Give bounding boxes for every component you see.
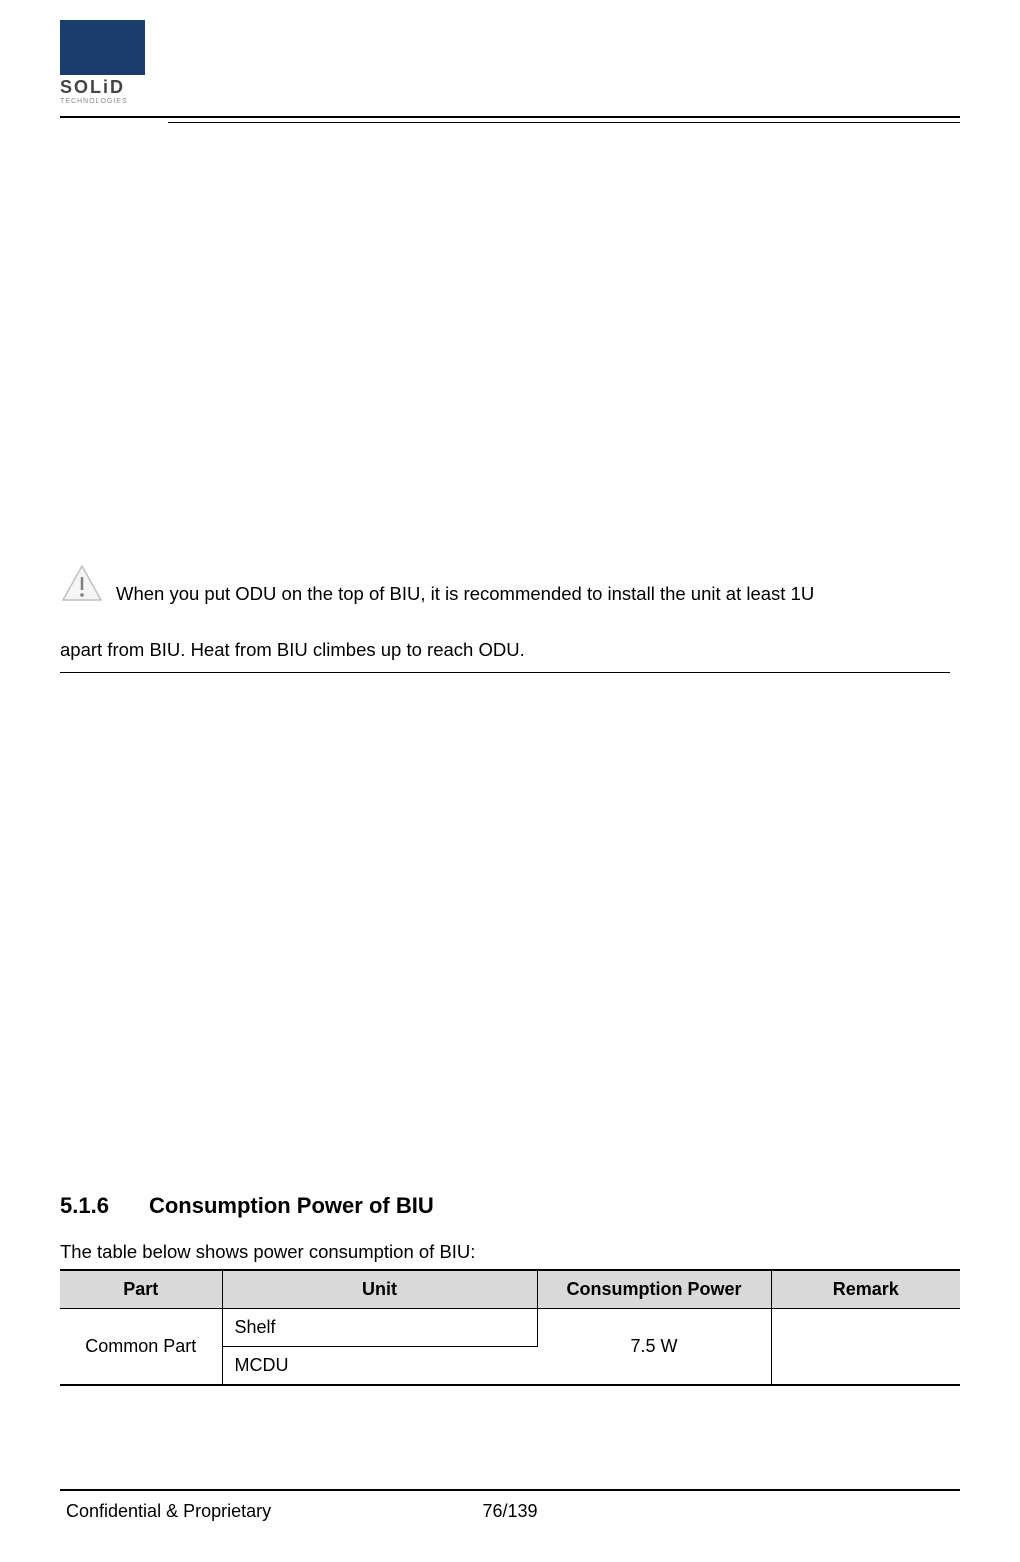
col-header-remark: Remark (771, 1270, 960, 1309)
document-page: SOLiD TECHNOLOGIES When you put ODU on t… (0, 0, 1020, 1562)
header-logo-area: SOLiD TECHNOLOGIES (60, 20, 960, 108)
company-logo: SOLiD TECHNOLOGIES (60, 20, 145, 107)
warning-text-line2: apart from BIU. Heat from BIU climbes up… (60, 636, 950, 664)
warning-text-line1: When you put ODU on the top of BIU, it i… (116, 580, 814, 608)
warning-first-line: When you put ODU on the top of BIU, it i… (60, 563, 950, 608)
logo-block (60, 20, 145, 75)
col-header-power: Consumption Power (537, 1270, 771, 1309)
power-consumption-table: Part Unit Consumption Power Remark Commo… (60, 1269, 960, 1386)
footer-rule (60, 1489, 960, 1491)
header-rule (60, 116, 960, 118)
section-title: Consumption Power of BIU (149, 1193, 434, 1218)
cell-unit-mcdu: MCDU (222, 1346, 537, 1385)
section-number: 5.1.6 (60, 1193, 109, 1219)
table-row: Common Part Shelf 7.5 W (60, 1308, 960, 1346)
cell-unit-shelf: Shelf (222, 1308, 537, 1346)
inner-top-rule (168, 122, 960, 123)
cell-part: Common Part (60, 1308, 222, 1385)
col-header-part: Part (60, 1270, 222, 1309)
section-intro: The table below shows power consumption … (60, 1241, 960, 1263)
footer-row: Confidential & Proprietary 76/139 (60, 1501, 960, 1522)
section-heading: 5.1.6 Consumption Power of BIU (60, 1193, 960, 1219)
warning-icon (60, 563, 104, 608)
table-header-row: Part Unit Consumption Power Remark (60, 1270, 960, 1309)
footer-spacer (949, 1501, 954, 1522)
logo-brand: SOLiD (60, 77, 145, 98)
page-footer: Confidential & Proprietary 76/139 (60, 1459, 960, 1522)
footer-page-number: 76/139 (482, 1501, 537, 1522)
cell-power: 7.5 W (537, 1308, 771, 1385)
logo-text-area: SOLiD TECHNOLOGIES (60, 75, 145, 107)
cell-remark (771, 1308, 960, 1385)
col-header-unit: Unit (222, 1270, 537, 1309)
footer-confidential: Confidential & Proprietary (66, 1501, 271, 1522)
content-area: When you put ODU on the top of BIU, it i… (60, 122, 960, 1459)
logo-subtitle: TECHNOLOGIES (60, 98, 145, 105)
warning-callout: When you put ODU on the top of BIU, it i… (60, 563, 950, 673)
